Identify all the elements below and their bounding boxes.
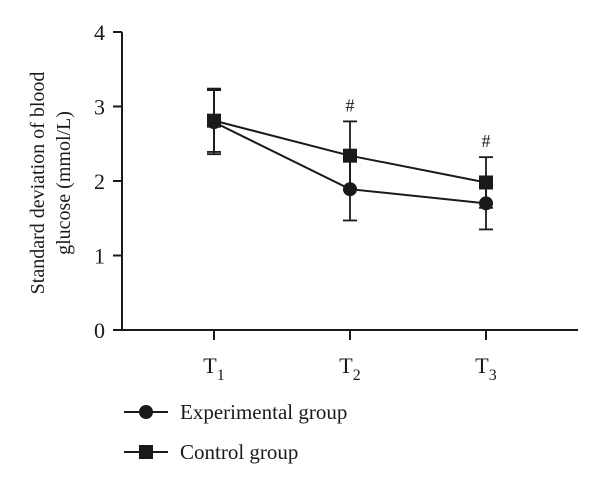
legend-item: Experimental group xyxy=(124,400,347,424)
y-tick-label: 2 xyxy=(94,169,105,194)
x-tick-label: T2 xyxy=(339,353,360,384)
y-tick-label: 1 xyxy=(94,244,105,269)
legend-item: Control group xyxy=(124,440,298,464)
y-axis-title-line-1: Standard deviation of blood xyxy=(27,72,49,295)
legend-label: Experimental group xyxy=(180,400,347,424)
y-axis-title-line-2: glucose (mmol/L) xyxy=(53,111,75,255)
legend: Experimental group Control group xyxy=(124,400,347,464)
legend-marker-square xyxy=(139,445,153,459)
y-ticks: 0 1 2 3 4 xyxy=(94,20,122,343)
legend-marker-circle xyxy=(139,405,153,419)
data-point xyxy=(207,113,221,128)
annotations: ## xyxy=(346,95,491,151)
x-ticks: T1 T2 T3 xyxy=(203,330,497,384)
y-tick-label: 0 xyxy=(94,318,105,343)
x-tick-label: T3 xyxy=(475,353,496,384)
y-axis-title: Standard deviation of blood glucose (mmo… xyxy=(27,72,75,295)
series-layer xyxy=(207,87,493,231)
series-control xyxy=(207,87,493,209)
x-tick-label: T1 xyxy=(203,353,224,384)
y-tick-label: 3 xyxy=(94,95,105,120)
y-tick-label: 4 xyxy=(94,20,105,45)
legend-label: Control group xyxy=(180,440,298,464)
data-point xyxy=(343,148,357,163)
data-point xyxy=(479,175,493,190)
significance-mark: # xyxy=(482,131,491,151)
significance-mark: # xyxy=(346,95,355,115)
